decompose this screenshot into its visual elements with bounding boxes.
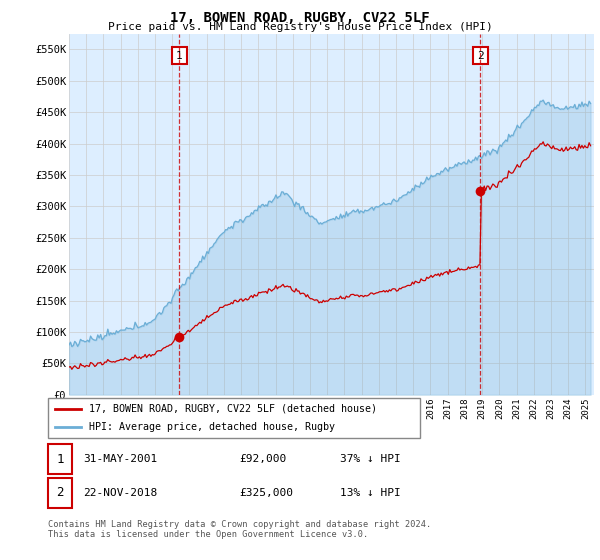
Text: 2: 2 xyxy=(56,486,64,500)
Text: 1: 1 xyxy=(176,50,183,60)
Text: 17, BOWEN ROAD, RUGBY, CV22 5LF: 17, BOWEN ROAD, RUGBY, CV22 5LF xyxy=(170,11,430,25)
Text: 37% ↓ HPI: 37% ↓ HPI xyxy=(340,454,401,464)
Text: 22-NOV-2018: 22-NOV-2018 xyxy=(83,488,158,498)
Text: £92,000: £92,000 xyxy=(239,454,287,464)
Text: 13% ↓ HPI: 13% ↓ HPI xyxy=(340,488,401,498)
Text: Price paid vs. HM Land Registry's House Price Index (HPI): Price paid vs. HM Land Registry's House … xyxy=(107,22,493,32)
Text: Contains HM Land Registry data © Crown copyright and database right 2024.
This d: Contains HM Land Registry data © Crown c… xyxy=(48,520,431,539)
Text: 17, BOWEN ROAD, RUGBY, CV22 5LF (detached house): 17, BOWEN ROAD, RUGBY, CV22 5LF (detache… xyxy=(89,404,377,414)
Bar xyxy=(48,444,72,474)
Text: £325,000: £325,000 xyxy=(239,488,293,498)
Bar xyxy=(48,478,72,508)
Text: HPI: Average price, detached house, Rugby: HPI: Average price, detached house, Rugb… xyxy=(89,422,335,432)
Text: 1: 1 xyxy=(56,452,64,466)
Text: 31-MAY-2001: 31-MAY-2001 xyxy=(83,454,158,464)
Text: 2: 2 xyxy=(477,50,484,60)
